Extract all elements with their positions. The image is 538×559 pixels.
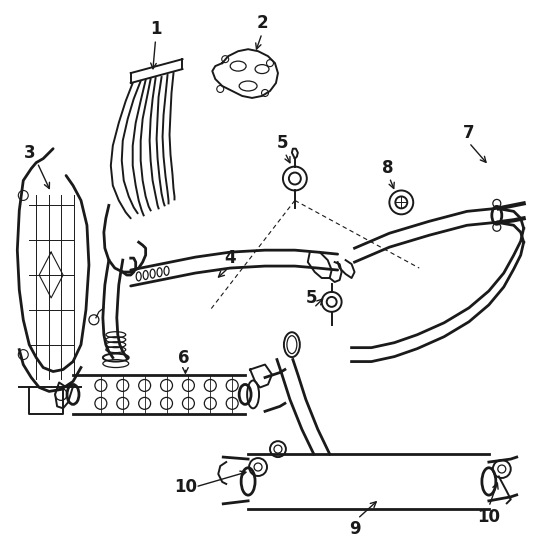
- Text: 9: 9: [349, 520, 360, 538]
- Text: 10: 10: [477, 508, 500, 526]
- Text: 6: 6: [178, 349, 189, 367]
- Text: 7: 7: [463, 124, 475, 142]
- Text: 10: 10: [174, 478, 197, 496]
- Text: 5: 5: [277, 134, 289, 151]
- Text: 3: 3: [24, 144, 35, 162]
- Text: 8: 8: [381, 159, 393, 177]
- Text: 2: 2: [256, 15, 268, 32]
- Text: 5: 5: [306, 289, 317, 307]
- Text: 4: 4: [224, 249, 236, 267]
- Text: 1: 1: [150, 20, 161, 39]
